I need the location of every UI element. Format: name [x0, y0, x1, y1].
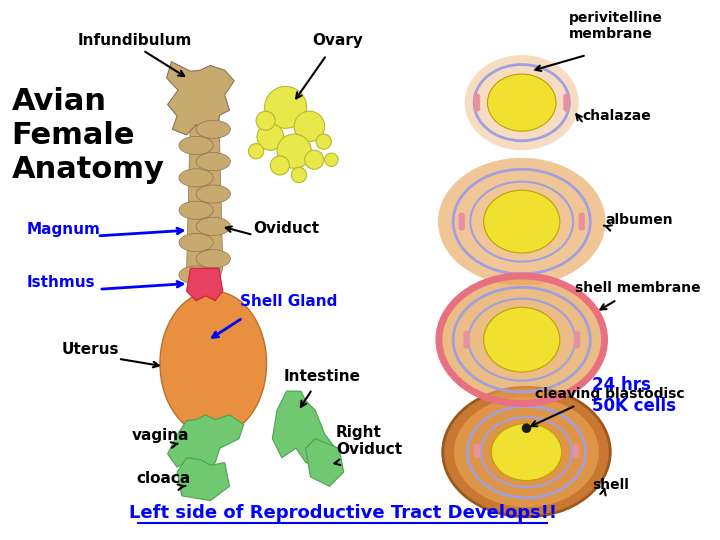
Text: cloaca: cloaca — [136, 470, 190, 485]
Text: 24 hrs
50K cells: 24 hrs 50K cells — [592, 376, 676, 415]
Text: perivitelline
membrane: perivitelline membrane — [570, 11, 663, 41]
Circle shape — [474, 93, 480, 100]
Circle shape — [459, 220, 465, 227]
Text: Avian
Female
Anatomy: Avian Female Anatomy — [12, 87, 164, 184]
Circle shape — [578, 217, 585, 223]
Ellipse shape — [443, 387, 611, 517]
Text: Right
Oviduct: Right Oviduct — [336, 424, 402, 457]
Polygon shape — [186, 114, 222, 287]
Ellipse shape — [196, 120, 230, 138]
Circle shape — [474, 101, 480, 108]
Circle shape — [574, 334, 580, 341]
Ellipse shape — [439, 276, 605, 403]
Circle shape — [474, 105, 480, 112]
Polygon shape — [166, 62, 234, 135]
Ellipse shape — [160, 291, 266, 436]
Circle shape — [463, 330, 470, 338]
Circle shape — [578, 220, 585, 227]
Circle shape — [574, 330, 580, 338]
Text: shell: shell — [592, 478, 629, 492]
Ellipse shape — [179, 201, 213, 219]
Text: Ovary: Ovary — [312, 33, 363, 49]
Circle shape — [292, 167, 307, 183]
Ellipse shape — [179, 169, 213, 187]
Circle shape — [474, 97, 480, 104]
Circle shape — [256, 111, 275, 130]
Ellipse shape — [196, 217, 230, 235]
Ellipse shape — [454, 397, 599, 507]
Text: Shell Gland: Shell Gland — [240, 294, 337, 309]
Circle shape — [563, 97, 570, 104]
Circle shape — [574, 338, 580, 345]
Ellipse shape — [179, 233, 213, 252]
Circle shape — [277, 134, 311, 168]
Circle shape — [572, 448, 580, 455]
Circle shape — [459, 224, 465, 231]
Text: Left side of Reproductive Tract Develops!!: Left side of Reproductive Tract Develops… — [129, 503, 557, 522]
Polygon shape — [168, 415, 244, 472]
Ellipse shape — [484, 190, 560, 253]
Text: cleaving blastodisc: cleaving blastodisc — [535, 387, 685, 401]
Circle shape — [563, 101, 570, 108]
Text: Oviduct: Oviduct — [253, 221, 320, 236]
Circle shape — [463, 338, 470, 345]
Text: Uterus: Uterus — [62, 342, 120, 357]
Polygon shape — [272, 391, 339, 467]
Circle shape — [459, 213, 465, 219]
Text: Intestine: Intestine — [284, 369, 361, 383]
Circle shape — [578, 213, 585, 219]
Polygon shape — [177, 458, 230, 501]
Ellipse shape — [196, 153, 230, 171]
Circle shape — [563, 93, 570, 100]
Ellipse shape — [491, 423, 562, 481]
Circle shape — [463, 334, 470, 341]
Text: Isthmus: Isthmus — [27, 275, 95, 291]
Text: shell membrane: shell membrane — [575, 281, 701, 295]
Text: albumen: albumen — [606, 213, 673, 227]
Polygon shape — [175, 296, 219, 373]
Ellipse shape — [440, 277, 603, 402]
Polygon shape — [305, 438, 343, 487]
Circle shape — [248, 144, 264, 159]
Circle shape — [271, 156, 289, 175]
Ellipse shape — [464, 55, 579, 150]
Text: Infundibulum: Infundibulum — [78, 33, 192, 49]
Circle shape — [474, 448, 480, 455]
Circle shape — [474, 444, 480, 450]
Circle shape — [563, 105, 570, 112]
Circle shape — [474, 451, 480, 458]
Ellipse shape — [179, 266, 213, 284]
Circle shape — [572, 444, 580, 450]
Ellipse shape — [487, 74, 556, 131]
Circle shape — [578, 224, 585, 231]
Circle shape — [463, 342, 470, 349]
Circle shape — [294, 111, 325, 141]
Ellipse shape — [196, 185, 230, 203]
Ellipse shape — [179, 137, 213, 154]
Polygon shape — [186, 268, 222, 301]
Text: Magnum: Magnum — [27, 222, 101, 237]
Ellipse shape — [438, 158, 606, 286]
Circle shape — [522, 423, 531, 433]
Ellipse shape — [196, 249, 230, 268]
Text: chalazae: chalazae — [582, 109, 652, 123]
Circle shape — [305, 150, 324, 169]
Text: vagina: vagina — [131, 428, 189, 443]
Circle shape — [265, 86, 307, 129]
Circle shape — [459, 217, 465, 223]
Circle shape — [572, 451, 580, 458]
Ellipse shape — [484, 307, 560, 372]
Circle shape — [574, 342, 580, 349]
Circle shape — [316, 134, 331, 149]
Circle shape — [257, 124, 284, 150]
Circle shape — [325, 153, 338, 166]
